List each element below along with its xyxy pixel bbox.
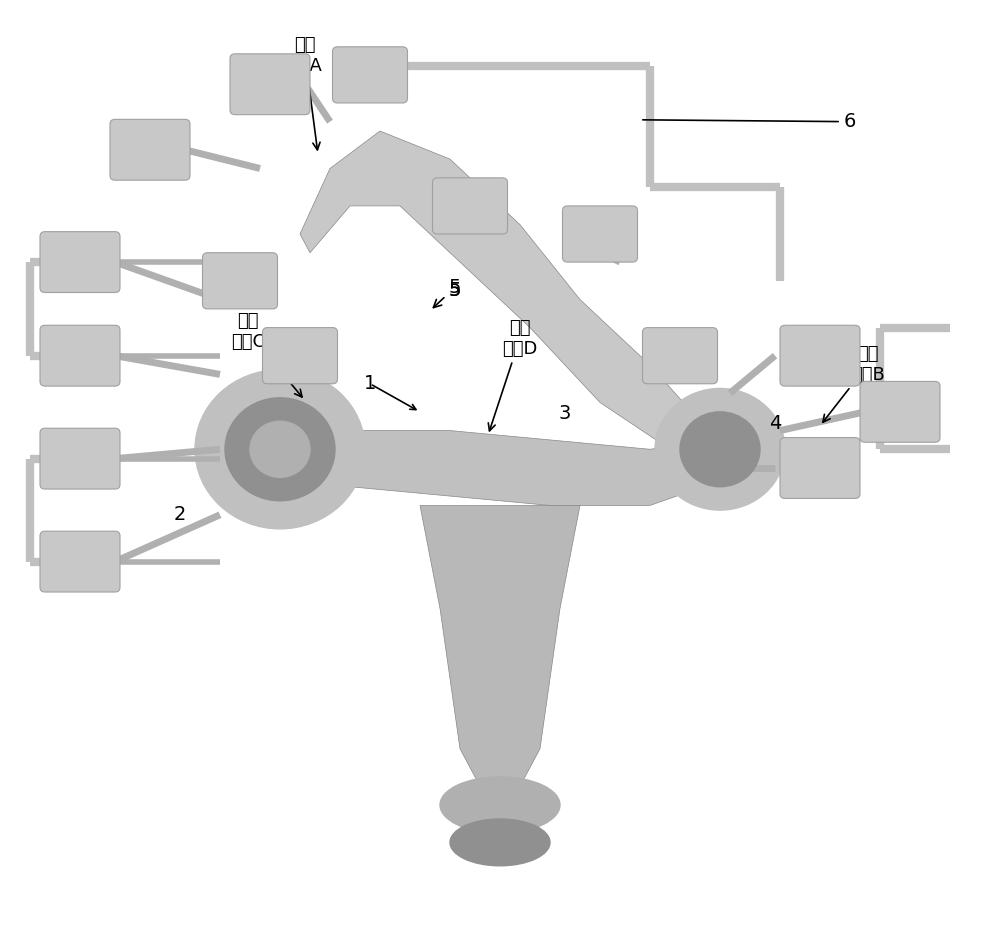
FancyBboxPatch shape [230,53,310,114]
Circle shape [680,412,760,487]
FancyBboxPatch shape [432,178,507,234]
Text: 特征
部位D: 特征 部位D [488,319,538,431]
Text: 1: 1 [364,374,376,393]
Text: 6: 6 [643,112,856,131]
FancyBboxPatch shape [40,531,120,592]
Text: 特征
部位A: 特征 部位A [288,37,322,150]
Circle shape [250,421,310,477]
FancyBboxPatch shape [40,232,120,292]
Polygon shape [300,131,700,449]
Text: 5: 5 [449,281,461,300]
Polygon shape [270,431,730,505]
Text: 3: 3 [559,404,571,423]
FancyBboxPatch shape [202,253,277,309]
Text: 5: 5 [449,281,461,300]
Polygon shape [420,505,580,824]
FancyBboxPatch shape [262,328,337,384]
Circle shape [195,370,365,529]
FancyBboxPatch shape [40,325,120,386]
FancyBboxPatch shape [562,206,638,262]
FancyBboxPatch shape [860,381,940,442]
FancyBboxPatch shape [780,325,860,386]
FancyBboxPatch shape [780,438,860,498]
Ellipse shape [440,777,560,833]
Text: 4: 4 [769,414,781,432]
FancyBboxPatch shape [110,119,190,180]
FancyBboxPatch shape [40,429,120,489]
Text: 特征
部位B: 特征 部位B [823,345,885,422]
Text: 5: 5 [433,278,461,308]
Text: 2: 2 [174,505,186,524]
Circle shape [225,398,335,501]
Ellipse shape [450,819,550,866]
FancyBboxPatch shape [643,328,718,384]
Text: 特征
部位C: 特征 部位C [231,313,302,397]
FancyBboxPatch shape [332,47,408,103]
Circle shape [655,388,785,510]
